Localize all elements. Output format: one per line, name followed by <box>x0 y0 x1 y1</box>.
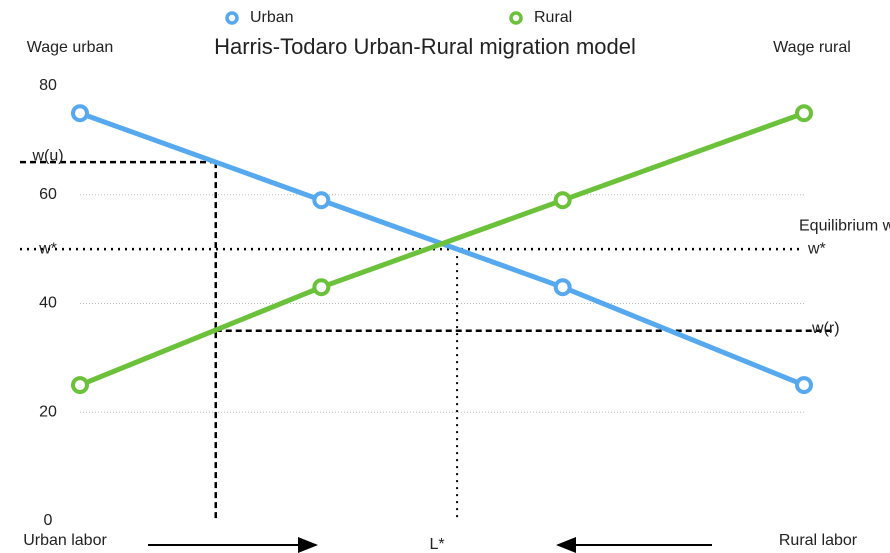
series-marker <box>553 278 572 297</box>
series-marker <box>312 278 331 297</box>
series-marker <box>795 104 813 123</box>
reference-label: w* <box>807 240 826 257</box>
x-annotation: Rural labor <box>779 532 858 549</box>
series-line <box>79 110 805 388</box>
y-axis-label: Wage urban <box>27 39 114 56</box>
legend-marker <box>509 11 523 25</box>
y2-axis-label: Wage rural <box>773 39 851 56</box>
y-tick-label: 40 <box>39 295 57 312</box>
y-tick-label: 80 <box>39 77 57 94</box>
legend-marker <box>225 11 239 25</box>
y-tick-label: 0 <box>44 512 53 529</box>
x-annotation: L* <box>429 536 444 553</box>
series-marker <box>71 104 89 123</box>
series-marker <box>553 191 572 210</box>
y-tick-label: 20 <box>39 403 57 420</box>
reference-label: w(u) <box>31 147 63 164</box>
chart-title: Harris-Todaro Urban-Rural migration mode… <box>214 34 636 59</box>
legend-label: Urban <box>250 9 294 26</box>
reference-label: w* <box>38 240 57 257</box>
series-marker <box>71 376 89 395</box>
legend-label: Rural <box>534 9 572 26</box>
series-marker <box>312 191 331 210</box>
x-annotation: Urban labor <box>23 532 107 549</box>
y-tick-label: 60 <box>39 186 57 203</box>
series-marker <box>795 376 813 395</box>
reference-label: w(r) <box>811 320 840 337</box>
reference-annotation: Equilibrium wage <box>799 217 890 234</box>
